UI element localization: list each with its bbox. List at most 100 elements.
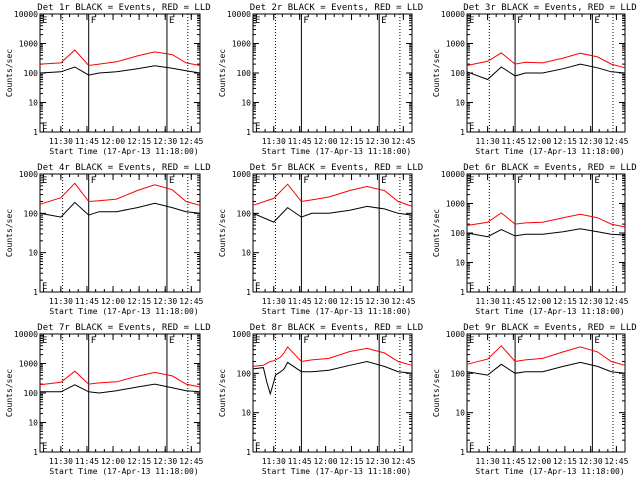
plot-frame: [252, 333, 413, 453]
marker-label: E: [42, 442, 47, 452]
marker-label: E: [42, 282, 47, 292]
marker-label: E: [169, 176, 174, 186]
x-tick-label: 12:00: [527, 297, 551, 306]
chart-title: Det 2r BLACK = Events, RED = LLD: [250, 3, 423, 13]
x-tick-label: 12:15: [339, 137, 363, 146]
x-tick-label: 12:30: [365, 457, 389, 466]
marker-label: F: [91, 336, 96, 346]
x-axis-label: Start Time (17-Apr-13 11:18:00): [49, 147, 198, 156]
plot-frame: [252, 173, 413, 293]
plot-frame: [39, 13, 201, 133]
plot-frame: [466, 333, 626, 453]
y-axis-label: Counts/sec: [218, 209, 227, 257]
x-tick-label: 11:45: [501, 457, 525, 466]
x-tick-label: 12:30: [579, 297, 603, 306]
y-tick-label: 1: [246, 448, 251, 457]
plot-frame: [39, 333, 201, 453]
series-line-events: [252, 360, 413, 396]
y-tick-label: 100: [451, 69, 466, 78]
y-tick-label: 100: [24, 389, 39, 398]
marker-label: E: [255, 282, 260, 292]
y-tick-label: 1000: [446, 330, 465, 339]
marker-label: E: [169, 336, 174, 346]
y-tick-label: 10000: [14, 10, 38, 19]
x-axis-label: Start Time (17-Apr-13 11:18:00): [262, 467, 411, 476]
x-tick-label: 12:15: [553, 297, 577, 306]
x-tick-label: 12:45: [179, 137, 203, 146]
x-tick-label: 12:15: [553, 457, 577, 466]
chart-title: Det 6r BLACK = Events, RED = LLD: [463, 163, 636, 173]
series-line-lld: [466, 345, 626, 366]
x-tick-label: 11:45: [288, 297, 312, 306]
marker-label: F: [91, 16, 96, 26]
marker-label: F: [91, 176, 96, 186]
y-tick-label: 1: [460, 288, 465, 297]
x-tick-label: 11:30: [476, 137, 500, 146]
x-tick-label: 12:30: [579, 137, 603, 146]
x-tick-label: 12:30: [153, 137, 177, 146]
y-tick-label: 1: [246, 288, 251, 297]
y-tick-label: 1000: [232, 330, 251, 339]
marker-label: F: [517, 336, 522, 346]
marker-label: F: [303, 336, 308, 346]
y-tick-label: 10: [455, 409, 465, 418]
chart-title: Det 1r BLACK = Events, RED = LLD: [37, 3, 210, 13]
x-tick-label: 12:45: [391, 137, 415, 146]
x-tick-label: 12:00: [527, 457, 551, 466]
chart-title: Det 7r BLACK = Events, RED = LLD: [37, 323, 210, 333]
y-axis-label: Counts/sec: [432, 209, 441, 257]
series-line-lld: [252, 346, 413, 367]
marker-label: E: [594, 336, 599, 346]
plot-frame: [39, 173, 201, 293]
y-tick-label: 10000: [441, 170, 465, 179]
y-tick-label: 1: [460, 448, 465, 457]
y-tick-label: 10: [241, 249, 251, 258]
x-tick-label: 12:00: [101, 137, 125, 146]
series-line-lld: [39, 182, 201, 206]
y-tick-label: 100: [237, 209, 252, 218]
x-axis-label: Start Time (17-Apr-13 11:18:00): [49, 307, 198, 316]
x-tick-label: 12:45: [391, 457, 415, 466]
y-tick-label: 10: [455, 259, 465, 268]
x-tick-label: 12:15: [553, 137, 577, 146]
marker-label: E: [469, 176, 474, 186]
series-line-lld: [39, 370, 201, 388]
y-tick-label: 1000: [19, 360, 38, 369]
marker-label: E: [469, 122, 474, 132]
plot-frame: [466, 13, 626, 133]
y-tick-label: 10: [241, 99, 251, 108]
chart-title: Det 8r BLACK = Events, RED = LLD: [250, 323, 423, 333]
x-tick-label: 11:30: [49, 137, 73, 146]
y-tick-label: 1000: [446, 40, 465, 49]
y-tick-label: 10: [241, 409, 251, 418]
y-tick-label: 1: [33, 448, 38, 457]
x-tick-label: 12:00: [527, 137, 551, 146]
y-axis-label: Counts/sec: [218, 369, 227, 417]
y-tick-label: 100: [237, 69, 252, 78]
chart-title: Det 5r BLACK = Events, RED = LLD: [250, 163, 423, 173]
plot-frame: [466, 173, 626, 293]
series-line-events: [466, 228, 626, 238]
x-tick-label: 12:00: [314, 457, 338, 466]
marker-label: F: [517, 16, 522, 26]
marker-label: E: [381, 176, 386, 186]
series-line-events: [39, 201, 201, 218]
marker-label: E: [255, 442, 260, 452]
y-tick-label: 1000: [19, 40, 38, 49]
y-tick-label: 100: [24, 209, 39, 218]
marker-label: E: [255, 176, 260, 186]
x-tick-label: 11:45: [288, 137, 312, 146]
x-tick-label: 12:00: [314, 137, 338, 146]
x-tick-label: 11:30: [262, 457, 286, 466]
y-axis-label: Counts/sec: [5, 49, 14, 97]
x-tick-label: 12:15: [127, 297, 151, 306]
marker-label: E: [594, 176, 599, 186]
series-line-events: [252, 205, 413, 223]
marker-label: E: [594, 16, 599, 26]
chart-title: Det 9r BLACK = Events, RED = LLD: [463, 323, 636, 333]
